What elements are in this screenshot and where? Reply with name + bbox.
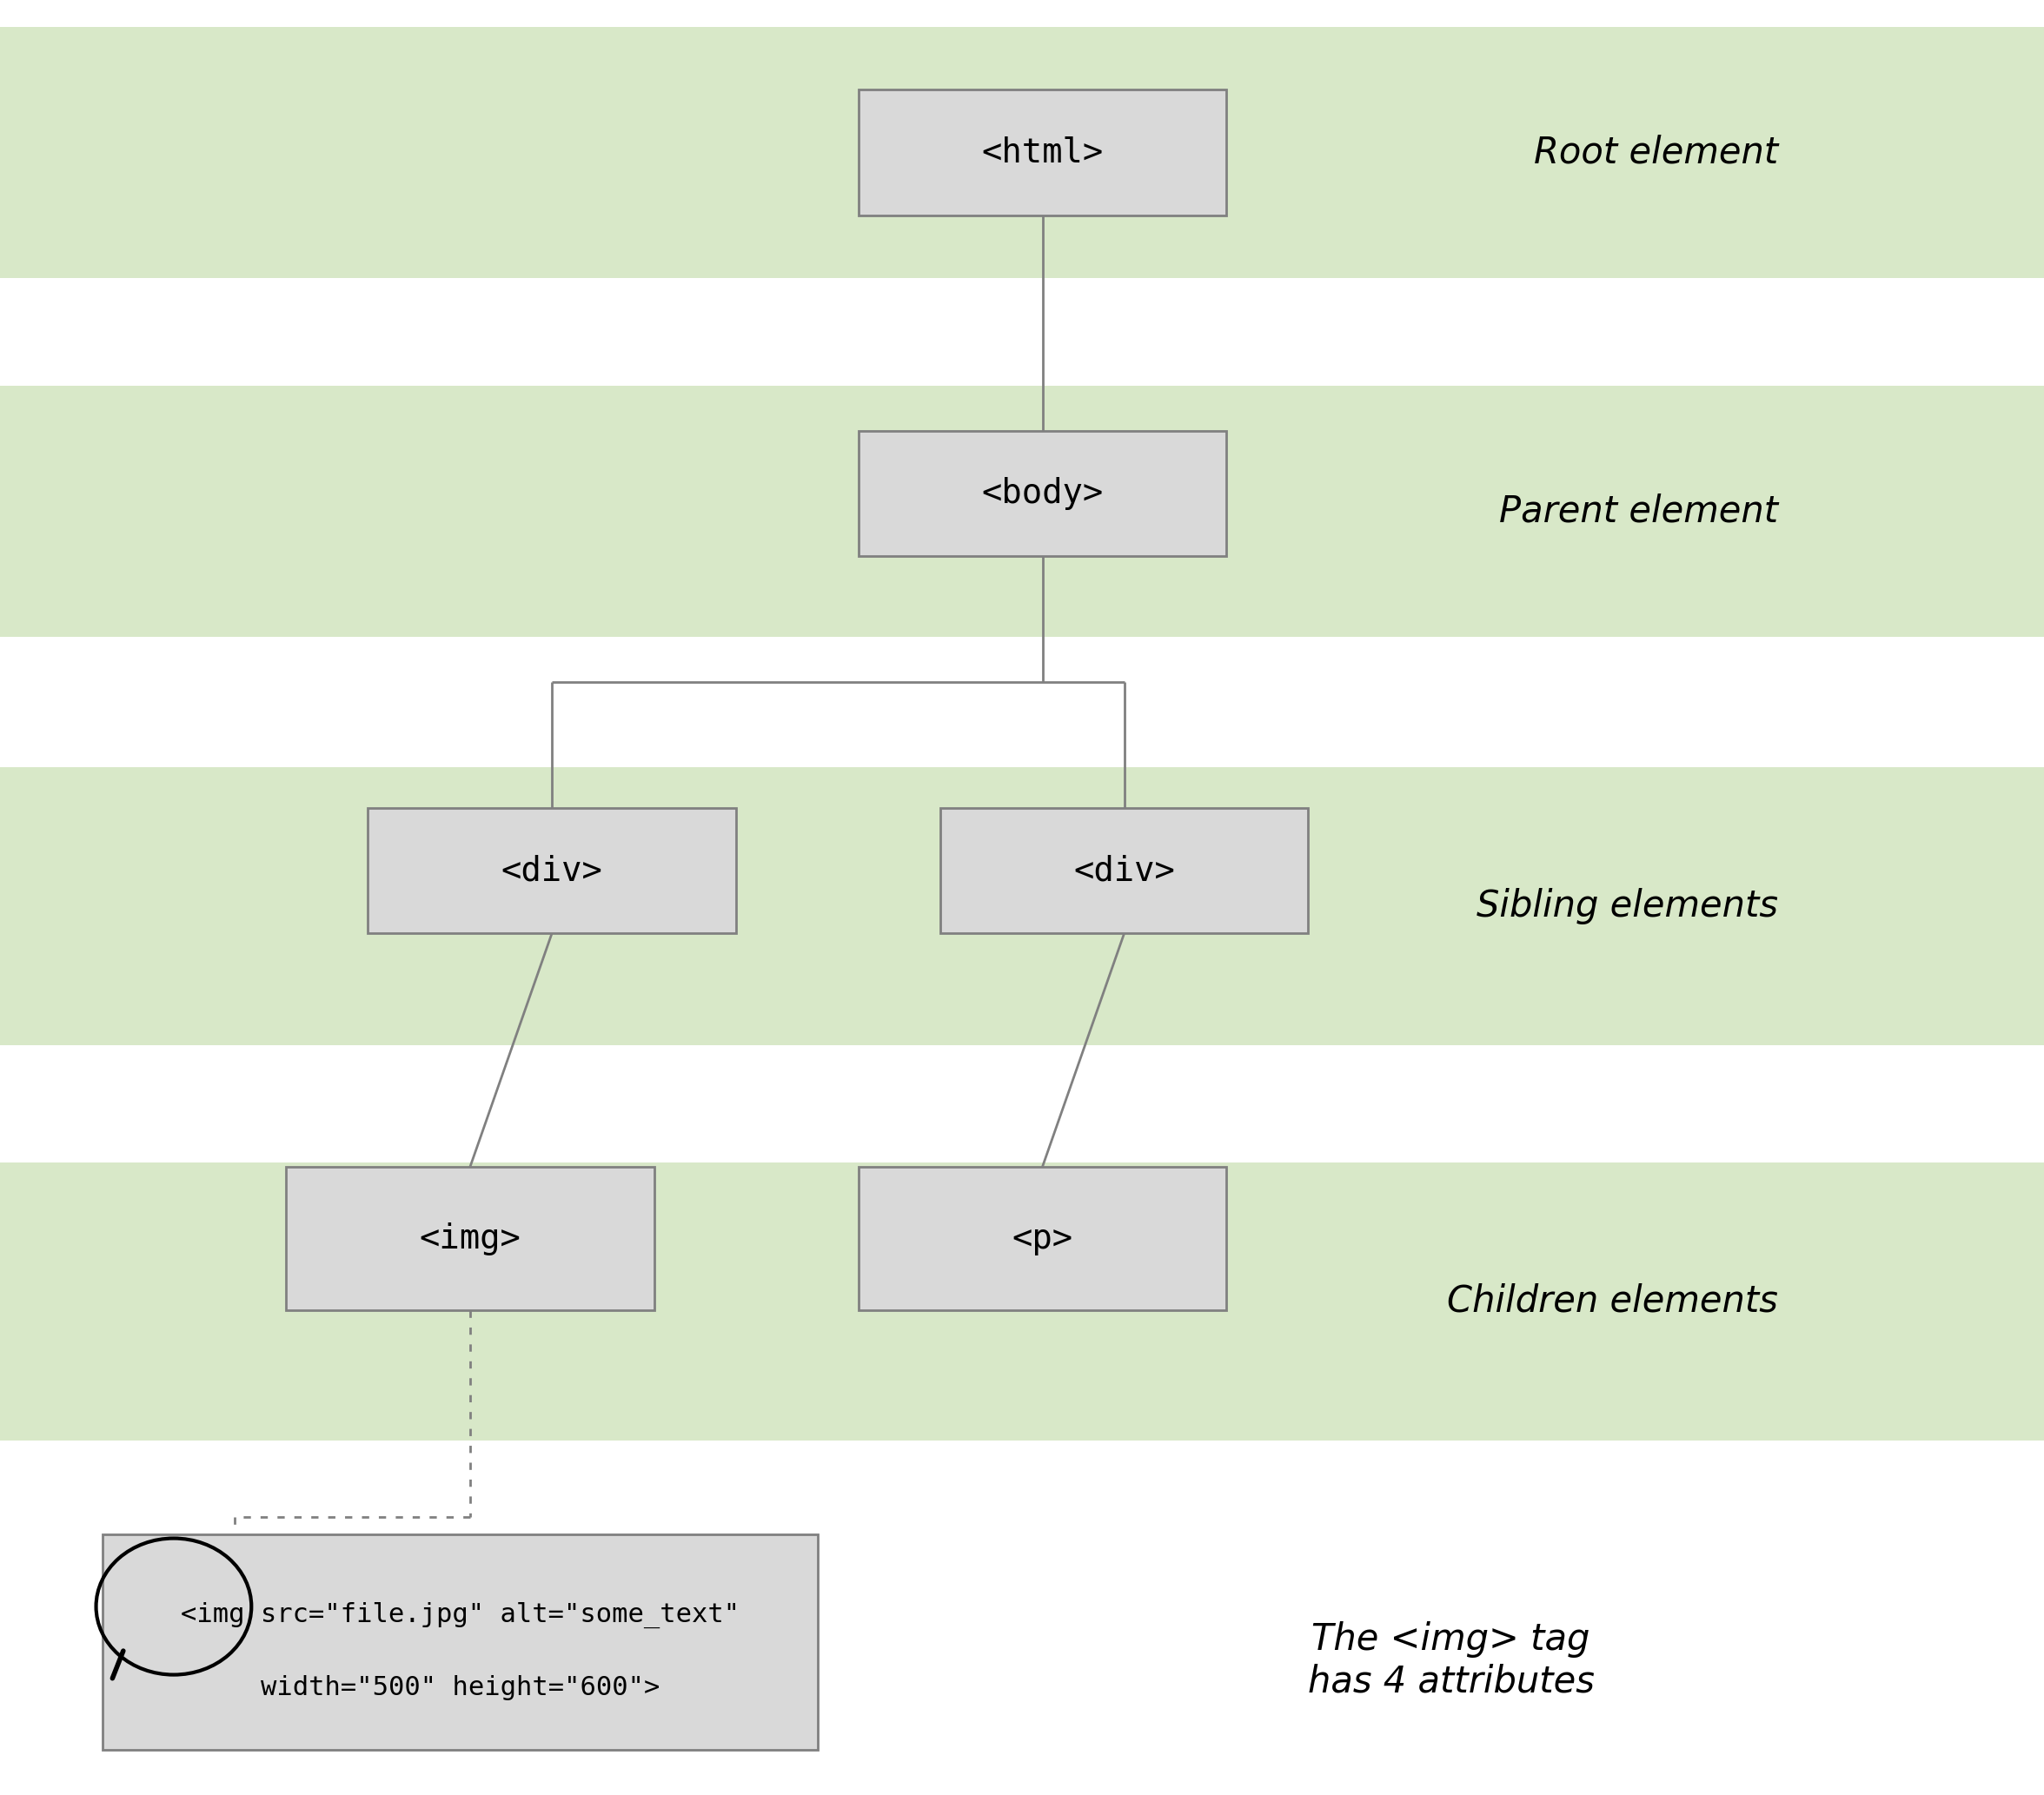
Text: <body>: <body> xyxy=(981,477,1104,510)
Text: Parent element: Parent element xyxy=(1498,494,1778,530)
FancyBboxPatch shape xyxy=(368,808,736,933)
FancyBboxPatch shape xyxy=(0,386,2044,637)
FancyBboxPatch shape xyxy=(940,808,1308,933)
Text: <div>: <div> xyxy=(501,854,603,887)
Text: <img src="file.jpg" alt="some_text": <img src="file.jpg" alt="some_text" xyxy=(180,1603,740,1628)
FancyBboxPatch shape xyxy=(858,90,1226,215)
FancyBboxPatch shape xyxy=(0,1163,2044,1440)
Text: <div>: <div> xyxy=(1073,854,1175,887)
Text: Root element: Root element xyxy=(1533,135,1778,171)
Text: The <img> tag
has 4 attributes: The <img> tag has 4 attributes xyxy=(1308,1621,1594,1700)
Text: <img>: <img> xyxy=(419,1222,521,1255)
Text: width="500" height="600">: width="500" height="600"> xyxy=(260,1675,660,1700)
FancyBboxPatch shape xyxy=(0,27,2044,278)
FancyBboxPatch shape xyxy=(858,1167,1226,1310)
Text: <html>: <html> xyxy=(981,136,1104,169)
Text: <p>: <p> xyxy=(1012,1222,1073,1255)
FancyBboxPatch shape xyxy=(0,768,2044,1045)
FancyBboxPatch shape xyxy=(102,1535,818,1750)
FancyBboxPatch shape xyxy=(286,1167,654,1310)
FancyBboxPatch shape xyxy=(858,431,1226,556)
Text: Children elements: Children elements xyxy=(1447,1283,1778,1319)
Text: Sibling elements: Sibling elements xyxy=(1476,889,1778,924)
